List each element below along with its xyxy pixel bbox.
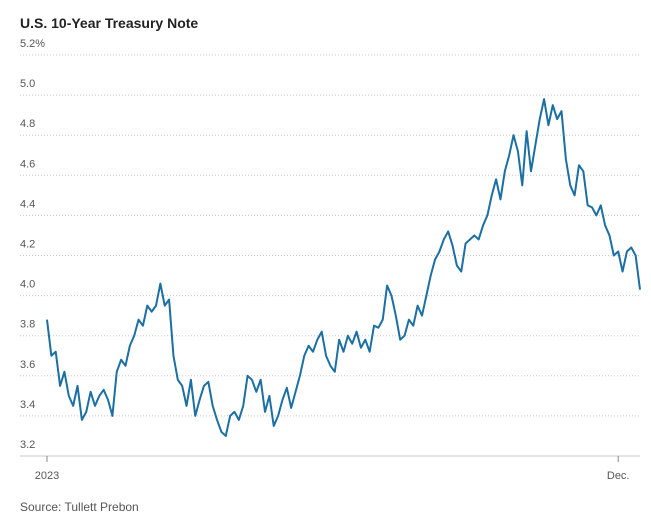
x-tick-label: 2023 [35,470,59,482]
y-tick-label: 5.0 [20,78,35,90]
y-tick-label: 3.8 [20,319,35,331]
y-tick-label: 4.4 [20,198,35,210]
x-tick-label: Dec. [607,470,630,482]
y-tick-label: 3.6 [20,359,35,371]
y-tick-label: 5.2% [20,38,45,50]
y-tick-label: 3.2 [20,439,35,451]
y-tick-label: 4.6 [20,158,35,170]
y-tick-label: 4.0 [20,279,35,291]
line-series [46,98,641,437]
y-tick-label: 4.2 [20,239,35,251]
source-note: Source: Tullett Prebon [20,500,139,514]
chart-title: U.S. 10-Year Treasury Note [20,15,198,31]
y-tick-label: 4.8 [20,118,35,130]
y-tick-label: 3.4 [20,399,35,411]
